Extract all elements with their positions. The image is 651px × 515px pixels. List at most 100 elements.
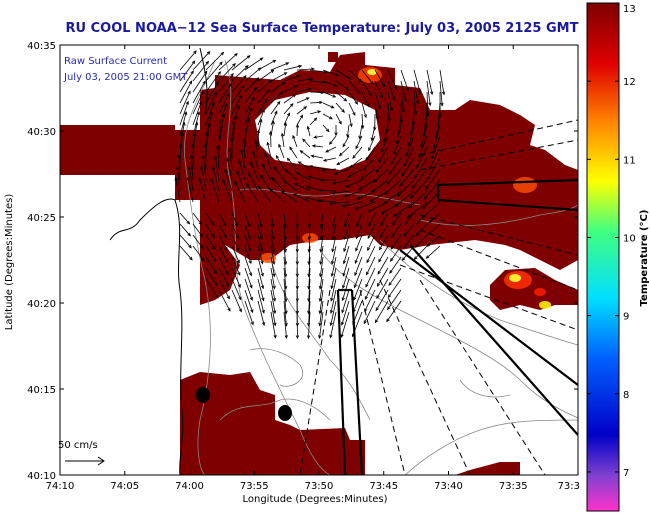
current-vector-head [376,283,381,287]
current-vector-head [427,231,432,236]
current-vector [241,149,246,170]
current-vector [175,177,181,203]
current-vector [320,234,324,252]
current-vector-head [356,89,361,94]
current-vector [308,267,311,289]
current-vector-head [362,166,367,171]
current-vector [244,77,259,93]
current-vector-head [386,181,390,185]
current-vector [179,212,190,225]
current-vector [257,79,272,93]
current-vector [367,223,376,239]
current-vector [414,157,428,179]
current-vector [257,223,263,240]
current-vector-head [420,144,424,149]
current-vector [244,267,253,288]
current-vector-head [365,157,369,162]
current-vector [205,267,218,286]
current-vector-head [255,77,260,81]
current-vector [407,201,428,218]
current-vector-head [286,157,291,162]
current-vector [179,60,196,82]
current-vector-head [212,166,216,171]
current-vector-head [367,209,372,212]
current-vector-head [202,80,206,85]
current-vector [224,168,233,192]
current-vector-head [408,205,412,209]
current-vector [378,146,389,163]
current-vector-head [196,111,201,115]
current-vector-head [331,236,335,241]
current-vector-head [388,282,392,286]
current-vector-head [253,86,258,91]
current-vector [278,144,285,159]
current-vector-head [413,256,418,260]
current-vector-head [248,248,252,253]
current-vector-head [380,149,384,154]
inset-label-line2: July 03, 2005 21:00 GMT [63,72,188,83]
current-vector-head [318,310,322,315]
current-vector [210,178,220,203]
current-vector-head [319,248,323,253]
current-vector-head [390,258,394,262]
current-vector-head [329,141,333,145]
current-vector-head [256,129,261,133]
current-vector [355,223,363,239]
current-vector [435,113,441,139]
current-vector [375,300,389,323]
current-vector-head [377,270,381,275]
current-vector-head [343,235,347,240]
current-vector-head [303,106,308,110]
current-vector-head [317,110,322,114]
current-vector-head [254,139,258,144]
current-vector-head [226,93,230,97]
current-vector [231,55,251,71]
current-vector-head [403,162,407,167]
current-vector-head [220,51,225,56]
current-vector-head [358,78,363,83]
current-vector-head [257,67,262,71]
current-vector-head [352,321,356,326]
current-vector-head [343,194,348,198]
current-vector [296,106,307,115]
current-vector-head [386,318,390,323]
current-vector-head [271,120,275,125]
current-vector [333,179,350,184]
current-vector [283,267,287,289]
current-vector [205,133,208,159]
current-vector-head [249,106,253,111]
current-vector [292,135,298,148]
current-vector-head [306,185,310,190]
current-vector [275,155,285,170]
current-vector [257,89,270,104]
current-vector [366,245,376,263]
current-vector [408,124,415,146]
current-vector-head [338,152,343,157]
current-vector-head [280,132,285,137]
current-vector [387,91,393,111]
current-vector [205,52,224,71]
current-vector [296,115,303,126]
current-vector [192,223,203,237]
current-vector [302,138,311,148]
current-vector-head [440,102,444,107]
current-vector [270,101,281,115]
current-vector-head [228,146,232,151]
current-vector-head [191,60,196,65]
current-vector-head [261,108,265,113]
current-vector [231,256,241,276]
current-vector [244,223,251,239]
current-vector [309,69,327,73]
current-vector-head [281,190,285,195]
x-tick-label: 73:55 [240,481,269,492]
current-vector [410,179,428,199]
current-vector [257,245,263,264]
current-vector-head [415,232,420,236]
current-vector-head [334,132,338,137]
current-vector [402,245,415,261]
current-vector [205,234,216,250]
x-tick-label: 73:50 [305,481,334,492]
current-vector-head [302,138,306,143]
current-vector [192,245,205,261]
current-vector-head [332,94,337,98]
